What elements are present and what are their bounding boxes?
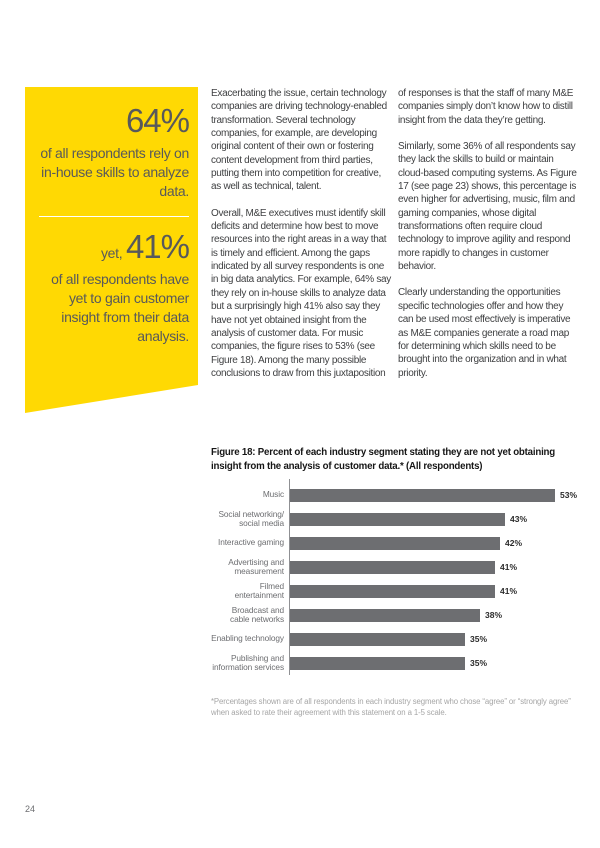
chart-row: Enabling technology 35% bbox=[211, 627, 587, 651]
chart-bar bbox=[290, 536, 500, 550]
paragraph: Overall, M&E executives must identify sk… bbox=[211, 207, 391, 379]
stat-41-text: of all respondents have yet to gain cust… bbox=[51, 270, 189, 345]
figure-label: Figure 18: bbox=[211, 447, 256, 458]
paragraph: Exacerbating the issue, certain technolo… bbox=[211, 88, 387, 193]
chart-value-label: 53% bbox=[560, 490, 578, 500]
chart-value-label: 41% bbox=[500, 586, 518, 596]
chart-row: Social networking/social media 43% bbox=[211, 507, 587, 531]
chart-category-label: Filmed entertainment bbox=[234, 580, 285, 600]
chart-value-label: 35% bbox=[470, 658, 488, 668]
text-column-2: of responses is that the staff of many M… bbox=[398, 87, 579, 393]
figure-footnote: *Percentages shown are of all respondent… bbox=[211, 697, 571, 717]
figure-caption-text: Percent of each industry segment stating… bbox=[211, 447, 555, 472]
chart-category-label: Enabling technology bbox=[211, 633, 284, 644]
chart-value-label: 43% bbox=[510, 514, 528, 524]
stat-64-text: of all respondents rely on in-house skil… bbox=[40, 144, 189, 200]
chart-bar-area: 41% bbox=[290, 584, 587, 598]
chart-row: Interactive gaming 42% bbox=[211, 531, 587, 555]
chart-axis-line bbox=[289, 479, 290, 675]
chart-bar bbox=[290, 584, 495, 598]
chart-bar bbox=[290, 632, 465, 646]
chart-row: Broadcast and cable networks 38% bbox=[211, 603, 587, 627]
figure-18: Figure 18: Percent of each industry segm… bbox=[211, 446, 587, 718]
chart-row: Filmed entertainment 41% bbox=[211, 579, 587, 603]
chart-rows: Music 53% Social networking/social media 43… bbox=[211, 483, 587, 675]
chart-bar-area: 41% bbox=[290, 560, 587, 574]
chart-bar bbox=[290, 560, 495, 574]
chart-bar bbox=[290, 512, 505, 526]
bar-chart: Music 53% Social networking/social media 43… bbox=[211, 479, 587, 675]
chart-bar-area: 35% bbox=[290, 632, 587, 646]
chart-row: Publishing and information services 35% bbox=[211, 651, 587, 675]
chart-category-label: Music bbox=[262, 489, 284, 500]
chart-bar bbox=[290, 488, 555, 502]
stat-64-value: 64% bbox=[125, 102, 190, 139]
chart-bar-area: 42% bbox=[290, 536, 587, 550]
chart-value-label: 41% bbox=[500, 562, 518, 572]
stat-callout: 64% of all respondents rely on in-house … bbox=[25, 87, 198, 413]
stat-41-value: 41% bbox=[125, 228, 190, 266]
chart-bar-area: 53% bbox=[290, 488, 587, 502]
callout-divider bbox=[39, 216, 189, 218]
chart-category-label: Publishing and information services bbox=[212, 652, 284, 672]
stat-41-heading: yet, 41% bbox=[37, 228, 190, 266]
text-column-1: Exacerbating the issue, certain technolo… bbox=[211, 87, 392, 393]
chart-category-label: Interactive gaming bbox=[218, 537, 284, 548]
figure-caption: Figure 18: Percent of each industry segm… bbox=[211, 446, 583, 473]
page-number: 24 bbox=[25, 804, 36, 814]
chart-value-label: 35% bbox=[470, 634, 488, 644]
chart-bar-area: 43% bbox=[290, 512, 587, 526]
chart-row: Advertising and measurement 41% bbox=[211, 555, 587, 579]
chart-category-label: Broadcast and cable networks bbox=[230, 604, 284, 624]
chart-value-label: 38% bbox=[485, 610, 503, 620]
paragraph: Similarly, some 36% of all respondents s… bbox=[398, 141, 577, 273]
chart-category-label: Social networking/social media bbox=[218, 508, 284, 528]
chart-category-label: Advertising and measurement bbox=[228, 556, 284, 576]
chart-row: Music 53% bbox=[211, 483, 587, 507]
stat-41-prefix: yet, bbox=[100, 245, 126, 262]
paragraph: Clearly understanding the opportunities … bbox=[398, 287, 571, 379]
chart-bar-area: 35% bbox=[290, 656, 587, 670]
chart-value-label: 42% bbox=[505, 538, 523, 548]
chart-bar-area: 38% bbox=[290, 608, 587, 622]
paragraph: of responses is that the staff of many M… bbox=[398, 88, 574, 126]
chart-bar bbox=[290, 656, 465, 670]
chart-bar bbox=[290, 608, 480, 622]
